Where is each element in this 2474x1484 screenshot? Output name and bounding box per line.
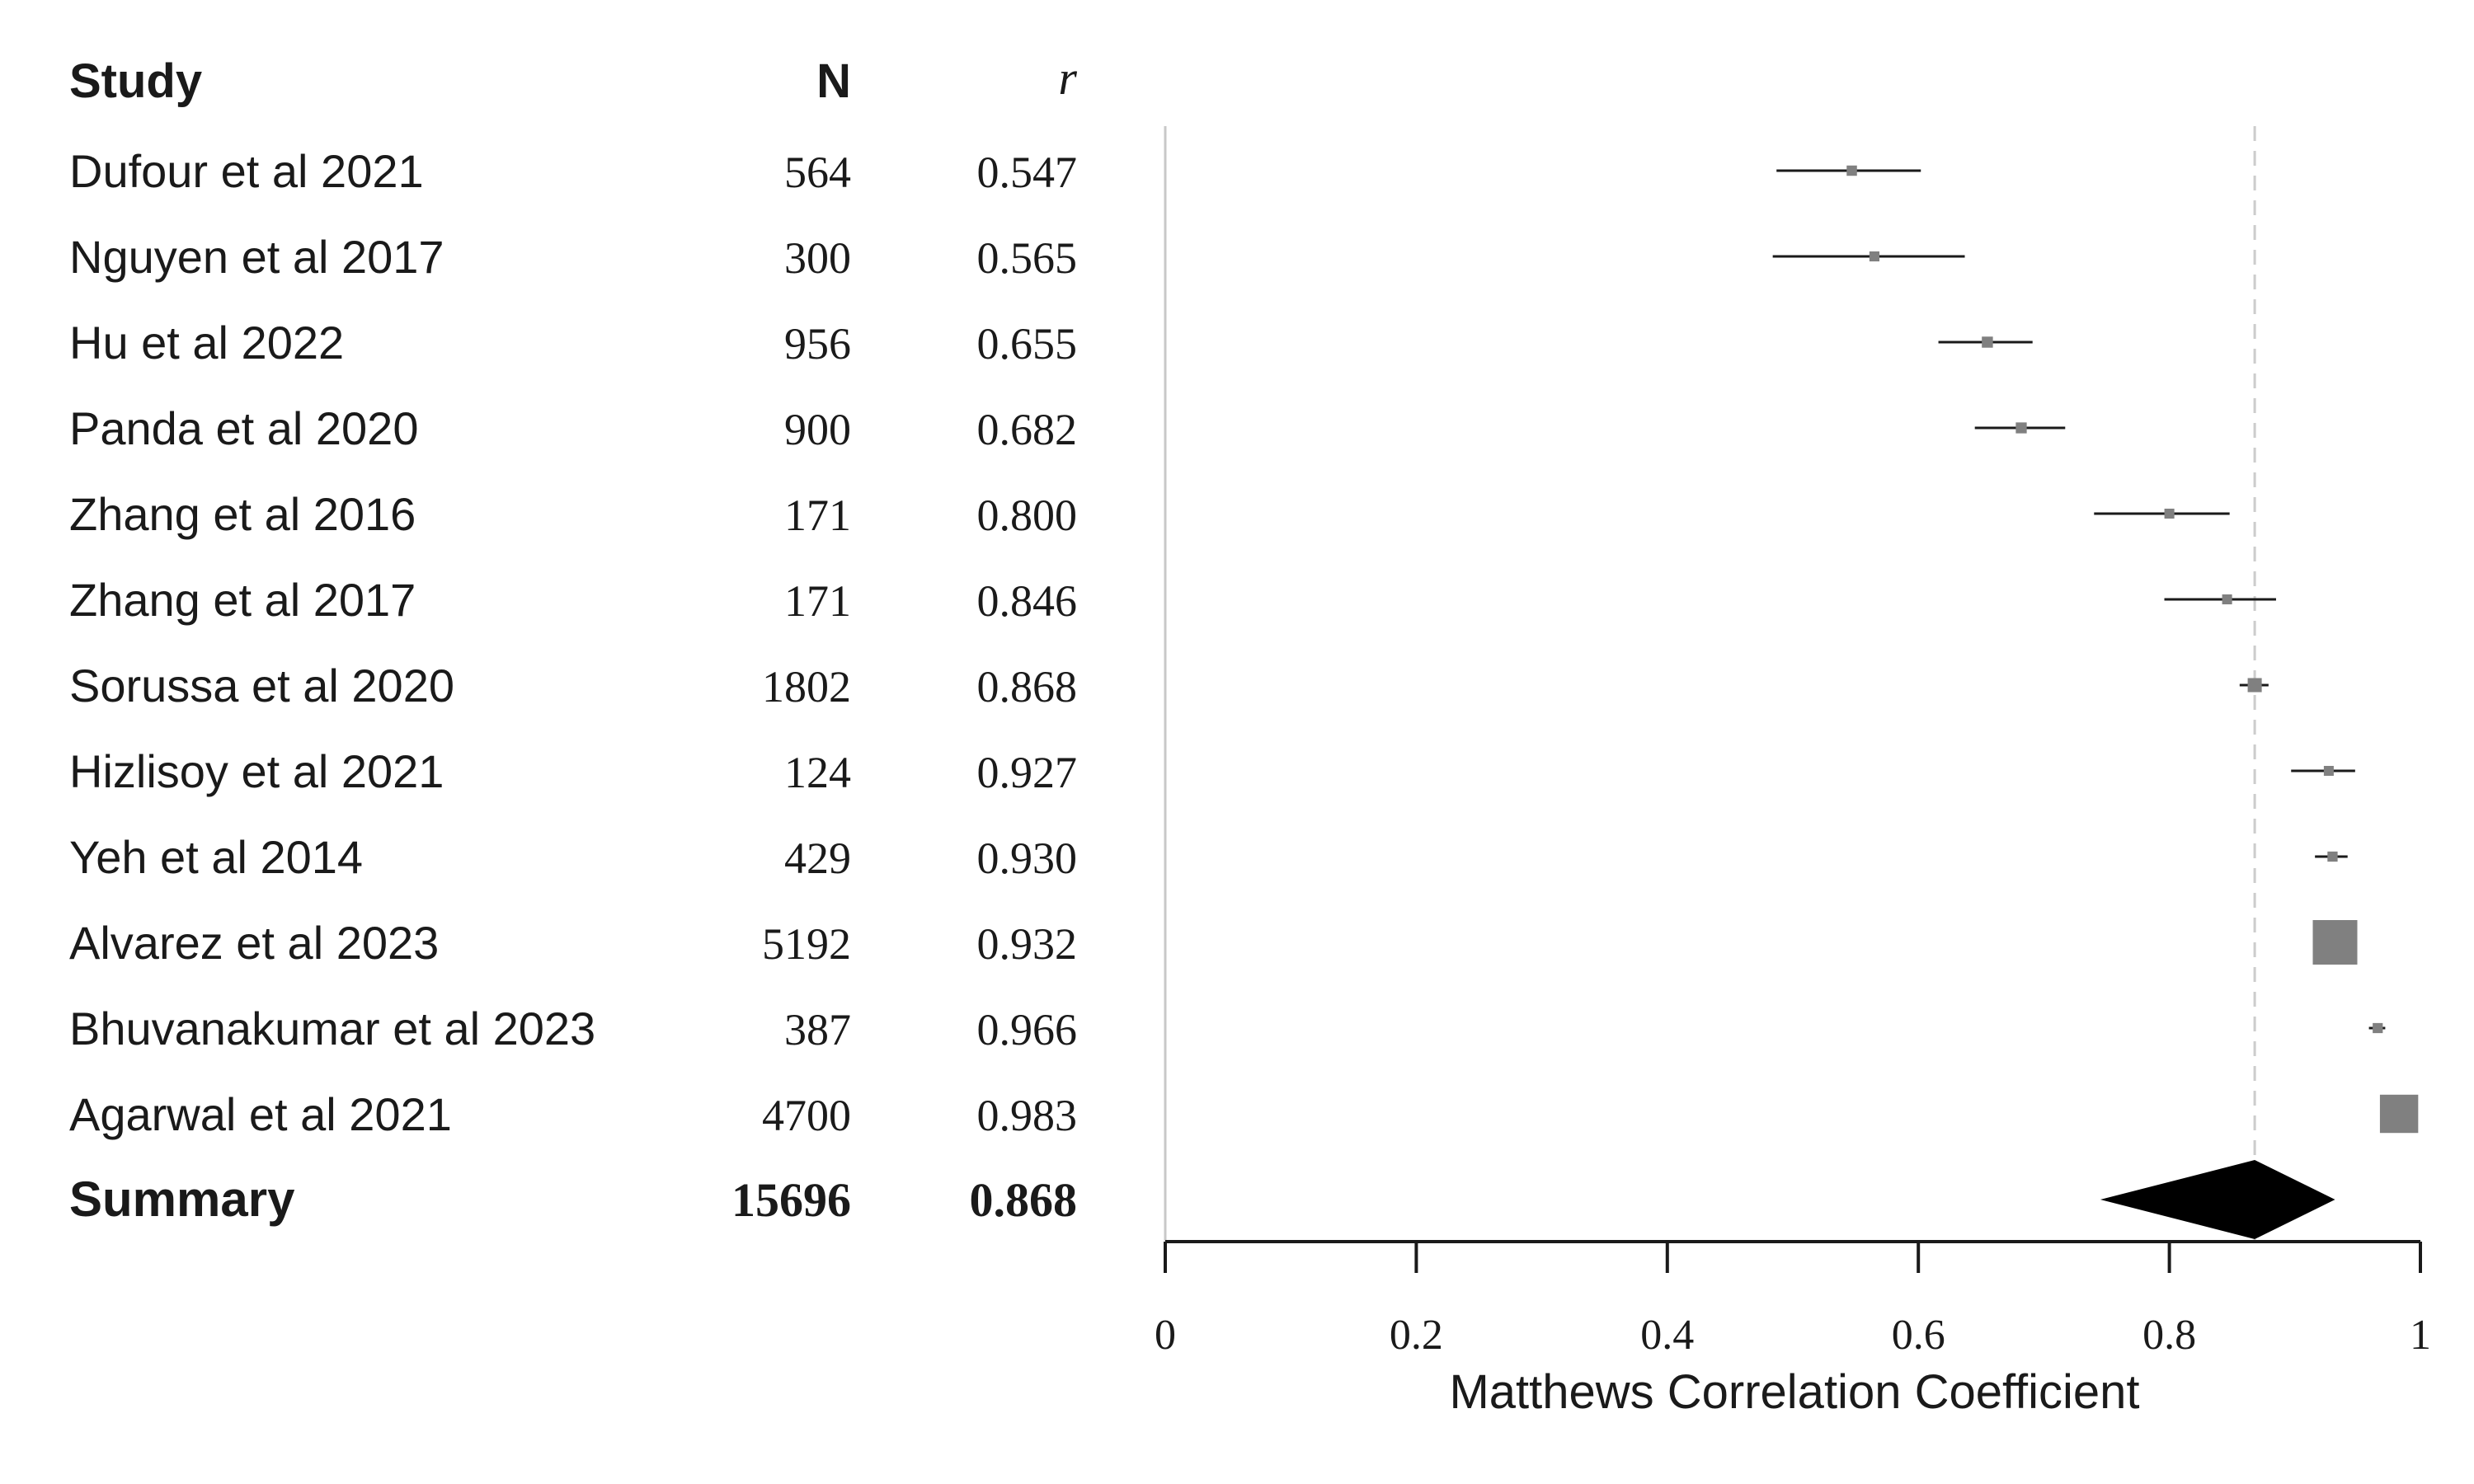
study-r-value: 0.682 — [977, 405, 1078, 454]
point-estimate-marker — [1846, 165, 1857, 176]
point-estimate-marker — [2312, 920, 2358, 965]
summary-diamond — [2100, 1160, 2335, 1239]
r-column-header: r — [1058, 51, 1077, 105]
study-label: Zhang et al 2017 — [69, 574, 416, 626]
x-axis-ticks: 0 0.2 0.4 0.6 0.8 1 — [1155, 1242, 2431, 1359]
study-n-value: 956 — [784, 319, 851, 369]
point-estimates — [1846, 165, 2419, 1134]
x-axis-label: Matthews Correlation Coefficient — [1449, 1365, 2139, 1419]
study-n-value: 124 — [784, 748, 851, 797]
summary-row: Summary 15696 0.868 — [69, 1172, 1077, 1227]
study-r-value: 0.565 — [977, 233, 1078, 283]
point-estimate-marker — [2379, 1094, 2419, 1134]
study-n-value: 5192 — [762, 919, 851, 969]
study-label: Sorussa et al 2020 — [69, 660, 454, 711]
study-label: Hizlisoy et al 2021 — [69, 745, 444, 797]
study-r-value: 0.932 — [977, 919, 1078, 969]
confidence-intervals — [1772, 169, 2401, 1115]
study-label: Alvarez et al 2023 — [69, 917, 439, 969]
study-label: Nguyen et al 2017 — [69, 231, 444, 283]
x-tick-label: 0.6 — [1892, 1312, 1945, 1359]
study-n-value: 429 — [784, 834, 851, 883]
study-rows: Dufour et al 2021 564 0.547 Nguyen et al 20… — [69, 145, 1077, 1140]
study-r-value: 0.846 — [977, 576, 1078, 626]
x-tick-label: 0.8 — [2142, 1312, 2196, 1359]
study-r-value: 0.966 — [977, 1005, 1078, 1054]
point-estimate-marker — [2222, 594, 2232, 605]
study-label: Dufour et al 2021 — [69, 145, 424, 197]
study-n-value: 171 — [784, 491, 851, 540]
n-column-header: N — [816, 54, 851, 108]
study-n-value: 1802 — [762, 662, 851, 711]
point-estimate-marker — [2247, 678, 2262, 693]
point-estimate-marker — [1982, 336, 1993, 348]
study-label: Zhang et al 2016 — [69, 488, 416, 540]
point-estimate-marker — [2373, 1022, 2383, 1034]
study-r-value: 0.983 — [977, 1091, 1078, 1140]
study-n-value: 564 — [784, 148, 851, 197]
point-estimate-marker — [2323, 765, 2334, 777]
point-estimate-marker — [2015, 422, 2027, 434]
study-label: Yeh et al 2014 — [69, 831, 363, 883]
x-tick-label: 0 — [1155, 1312, 1176, 1359]
summary-r-value: 0.868 — [970, 1173, 1078, 1227]
study-n-value: 900 — [784, 405, 851, 454]
x-tick-label: 1 — [2410, 1312, 2431, 1359]
study-n-value: 4700 — [762, 1091, 851, 1140]
study-n-value: 387 — [784, 1005, 851, 1054]
plot-area: 0 0.2 0.4 0.6 0.8 1 Matthews Correlation Coef… — [1155, 126, 2431, 1419]
study-r-value: 0.800 — [977, 491, 1078, 540]
point-estimate-marker — [1869, 251, 1879, 262]
x-tick-label: 0.4 — [1640, 1312, 1694, 1359]
study-label: Bhuvanakumar et al 2023 — [69, 1003, 595, 1054]
study-r-value: 0.868 — [977, 662, 1078, 711]
summary-n-value: 15696 — [731, 1173, 851, 1227]
study-r-value: 0.655 — [977, 319, 1078, 369]
study-n-value: 171 — [784, 576, 851, 626]
study-label: Agarwal et al 2021 — [69, 1088, 452, 1140]
point-estimate-marker — [2327, 851, 2338, 862]
x-tick-label: 0.2 — [1390, 1312, 1443, 1359]
study-r-value: 0.547 — [977, 148, 1078, 197]
study-label: Hu et al 2022 — [69, 317, 344, 369]
study-column-header: Study — [69, 54, 202, 108]
study-r-value: 0.930 — [977, 834, 1078, 883]
study-r-value: 0.927 — [977, 748, 1078, 797]
study-n-value: 300 — [784, 233, 851, 283]
summary-label: Summary — [69, 1172, 295, 1227]
study-label: Panda et al 2020 — [69, 402, 418, 454]
column-headers: Study N r — [69, 51, 1077, 108]
point-estimate-marker — [2164, 508, 2175, 519]
